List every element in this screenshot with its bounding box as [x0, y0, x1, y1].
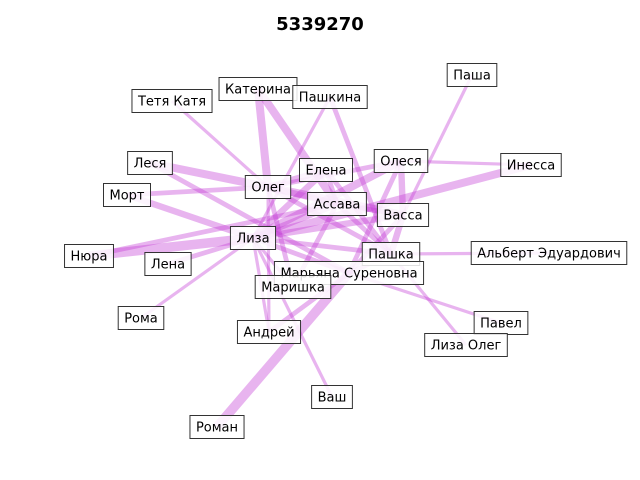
node-andrey: Андрей — [236, 320, 302, 344]
node-layer: Тетя Катя Катерина Пашкина Паша Леся Морт Олег… — [64, 63, 628, 439]
node-box — [446, 63, 498, 87]
node-albert: Альберт Эдуардович — [470, 241, 628, 265]
node-label: Морт — [110, 189, 145, 204]
node-label: Рома — [124, 312, 158, 327]
node-oleg: Олег — [244, 175, 292, 199]
node-lesya: Леся — [127, 151, 173, 175]
edge-liza-vash — [251, 237, 334, 398]
node-box — [373, 149, 429, 173]
edge-katerina-assava — [254, 86, 341, 207]
edge-pasha-vassa — [401, 74, 474, 216]
node-box — [131, 89, 213, 113]
node-inessa: Инесса — [500, 153, 562, 177]
node-label: Ваш — [318, 391, 347, 406]
node-box — [307, 192, 367, 216]
node-label: Лиза — [236, 232, 269, 247]
node-vassa: Васса — [376, 203, 430, 227]
node-box — [244, 175, 292, 199]
node-box — [311, 385, 353, 409]
edge-nyura-assava — [88, 201, 338, 259]
node-label: Ассава — [314, 198, 361, 213]
node-label: Олеся — [380, 155, 422, 170]
node-label: Маришка — [261, 281, 325, 296]
node-box — [470, 241, 628, 265]
edge-lesya-maryana — [148, 160, 351, 276]
node-label: Паша — [453, 69, 491, 84]
node-pashkina: Пашкина — [292, 85, 368, 109]
node-label: Тетя Катя — [137, 95, 206, 110]
node-label: Васса — [383, 209, 422, 224]
edge-liza-roma — [140, 236, 254, 320]
node-label: Роман — [196, 421, 238, 436]
node-tetya_katya: Тетя Катя — [131, 89, 213, 113]
node-lena: Лена — [144, 252, 192, 276]
edge-olesya-maryana — [346, 159, 404, 275]
edge-pashkina-pashka — [327, 96, 394, 255]
node-box — [117, 306, 165, 330]
graph-title: 5339270 — [276, 14, 364, 35]
node-elena: Елена — [299, 158, 353, 182]
node-label: Павел — [480, 317, 522, 332]
node-pashka: Пашка — [361, 242, 421, 266]
node-label: Леся — [134, 157, 167, 172]
node-box — [144, 252, 192, 276]
edge-tetya_katya-oleg — [170, 99, 270, 189]
edge-katerina-oleg — [254, 88, 272, 188]
edge-nyura-liza — [88, 233, 254, 261]
node-nyura: Нюра — [64, 244, 114, 268]
node-box — [254, 275, 332, 299]
node-roma: Рома — [117, 306, 165, 330]
node-box — [299, 158, 353, 182]
node-box — [292, 85, 368, 109]
node-label: Альберт Эдуардович — [477, 247, 621, 262]
node-box — [500, 153, 562, 177]
node-label: Пашка — [368, 248, 413, 263]
node-box — [103, 183, 151, 207]
node-box — [64, 244, 114, 268]
node-box — [229, 226, 277, 250]
node-label: Лиза Олег — [431, 339, 502, 354]
node-olesya: Олеся — [373, 149, 429, 173]
node-katerina: Катерина — [218, 77, 298, 101]
edge-oleg-andrey — [266, 186, 271, 333]
node-box — [376, 203, 430, 227]
node-label: Инесса — [507, 159, 555, 174]
node-liza_oleg: Лиза Олег — [424, 333, 508, 357]
node-label: Елена — [306, 164, 347, 179]
node-vash: Ваш — [311, 385, 353, 409]
node-liza: Лиза — [229, 226, 277, 250]
node-label: Олег — [251, 181, 285, 196]
node-marishka: Маришка — [254, 275, 332, 299]
edge-inessa-liza — [251, 161, 533, 242]
edge-pashkina-liza — [251, 96, 332, 239]
node-label: Лена — [151, 258, 185, 273]
node-roman: Роман — [189, 415, 245, 439]
node-box — [127, 151, 173, 175]
node-mort: Морт — [103, 183, 151, 207]
node-box — [189, 415, 245, 439]
node-label: Пашкина — [299, 91, 361, 106]
node-label: Нюра — [71, 250, 108, 265]
node-label: Андрей — [243, 326, 294, 341]
node-label: Катерина — [225, 83, 291, 98]
node-pavel: Павел — [473, 311, 529, 335]
node-pasha: Паша — [446, 63, 498, 87]
node-box — [424, 333, 508, 357]
node-assava: Ассава — [307, 192, 367, 216]
node-box — [236, 320, 302, 344]
